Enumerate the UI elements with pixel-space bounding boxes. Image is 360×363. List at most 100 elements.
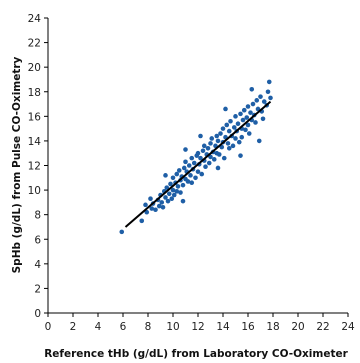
- data-point: [186, 163, 192, 168]
- data-point: [223, 106, 228, 112]
- y-tick-label: 20: [28, 62, 41, 74]
- data-point: [248, 110, 253, 115]
- data-point: [168, 181, 173, 187]
- y-tick-label: 0: [34, 308, 41, 320]
- data-point: [208, 141, 213, 146]
- data-point: [231, 125, 237, 130]
- y-axis-label: SpHb (g/dL) from Pulse CO-Oximetry: [11, 56, 23, 273]
- data-point: [189, 155, 195, 161]
- data-point: [171, 192, 177, 198]
- data-point: [261, 99, 267, 104]
- data-point: [225, 141, 231, 146]
- y-tick-label: 10: [28, 185, 41, 197]
- data-point: [260, 116, 266, 122]
- x-tick-label: 16: [241, 321, 255, 333]
- data-point: [226, 128, 232, 134]
- data-point: [176, 168, 182, 173]
- data-point: [180, 182, 186, 188]
- data-point: [149, 206, 155, 211]
- data-point: [144, 209, 150, 215]
- data-point: [195, 150, 201, 156]
- data-point: [200, 148, 206, 154]
- data-point: [160, 204, 166, 210]
- regression-line: [124, 100, 272, 228]
- data-point: [246, 131, 252, 136]
- data-point: [233, 114, 238, 119]
- data-point: [174, 189, 180, 194]
- data-point: [119, 229, 125, 235]
- data-point: [163, 173, 168, 178]
- data-point: [214, 133, 220, 139]
- data-point: [156, 203, 162, 209]
- x-tick-label: 8: [145, 321, 152, 333]
- x-tick-label: 18: [266, 321, 279, 333]
- data-point: [195, 169, 201, 174]
- data-point: [265, 89, 271, 95]
- data-point: [233, 136, 238, 141]
- data-point: [249, 86, 255, 92]
- data-point: [148, 196, 153, 201]
- x-tick-label: 0: [45, 321, 52, 333]
- x-tick-label: 10: [166, 321, 179, 333]
- x-tick-label: 6: [120, 321, 127, 333]
- data-point: [164, 185, 170, 190]
- y-tick-label: 24: [28, 13, 42, 25]
- y-tick-label: 12: [28, 161, 41, 173]
- data-point: [205, 145, 211, 151]
- data-point: [216, 152, 222, 157]
- data-point: [199, 171, 205, 177]
- data-point: [218, 131, 223, 136]
- data-point: [240, 117, 246, 123]
- data-point: [239, 134, 245, 140]
- data-point: [163, 195, 168, 200]
- data-point: [206, 160, 212, 166]
- y-tick-label: 6: [34, 234, 41, 246]
- data-point: [221, 155, 227, 161]
- data-point: [253, 120, 258, 125]
- data-point: [174, 171, 180, 177]
- data-point: [143, 202, 148, 208]
- data-point: [170, 175, 176, 181]
- data-point: [193, 175, 198, 181]
- data-point: [220, 126, 226, 131]
- data-point: [228, 118, 233, 124]
- y-tick-label: 4: [34, 259, 41, 271]
- data-point: [169, 196, 175, 201]
- data-point: [191, 160, 197, 166]
- x-tick-label: 20: [291, 321, 304, 333]
- data-point: [243, 127, 248, 133]
- data-point: [183, 147, 188, 152]
- y-tick-label: 16: [28, 111, 42, 123]
- data-point: [198, 155, 203, 161]
- data-point: [139, 218, 145, 224]
- data-point: [256, 138, 262, 144]
- data-point: [203, 164, 208, 170]
- data-point: [230, 143, 236, 149]
- data-point: [268, 95, 273, 101]
- x-axis-ticks: 0 2 4 6 8 10 12 14 16 18 20 22 24: [45, 313, 355, 333]
- data-point: [245, 104, 251, 109]
- data-point: [201, 143, 207, 149]
- data-point: [245, 122, 251, 128]
- data-point: [250, 101, 256, 107]
- data-point: [236, 139, 242, 145]
- data-point: [238, 111, 243, 117]
- x-tick-label: 14: [216, 321, 230, 333]
- data-point: [211, 157, 217, 162]
- data-point: [170, 187, 176, 193]
- data-point: [189, 180, 195, 186]
- data-point: [266, 79, 272, 85]
- x-tick-label: 4: [95, 321, 102, 333]
- data-point: [198, 133, 203, 139]
- y-tick-label: 14: [28, 136, 42, 148]
- data-point: [224, 122, 230, 128]
- y-tick-label: 22: [28, 38, 41, 50]
- data-point: [178, 190, 183, 195]
- x-tick-label: 22: [316, 321, 329, 333]
- data-point: [238, 153, 243, 158]
- data-point: [241, 107, 247, 113]
- x-tick-label: 2: [70, 321, 77, 333]
- data-point: [215, 165, 221, 171]
